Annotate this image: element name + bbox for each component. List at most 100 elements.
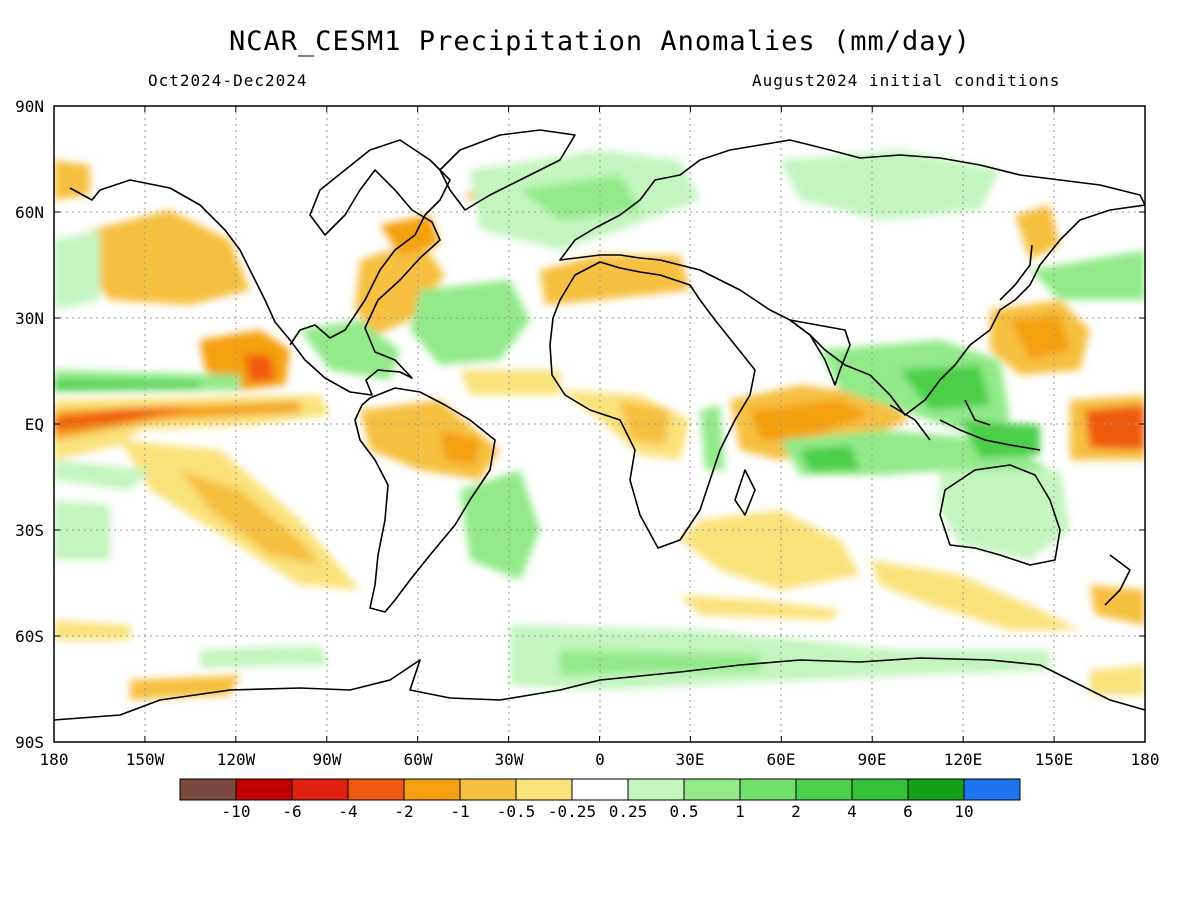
wet-anomaly-region — [1030, 250, 1145, 300]
wet-anomaly-region — [54, 230, 100, 310]
dry-anomaly-region — [680, 595, 840, 620]
wet-anomaly-region — [960, 420, 1040, 458]
wet-anomaly-region — [520, 175, 640, 220]
coastline-south-america — [354, 387, 496, 613]
lon-label-90w: 90W — [312, 750, 342, 769]
dry-anomaly-region — [440, 430, 480, 465]
dry-anomaly-region — [355, 240, 445, 335]
colorbar-swatch — [571, 778, 629, 801]
wet-anomaly-region — [200, 645, 330, 668]
colorbar-swatch — [459, 778, 517, 801]
lon-label-150w: 150W — [125, 750, 165, 769]
dry-anomaly-region — [1090, 585, 1145, 625]
coastline-new-zealand — [1104, 554, 1131, 606]
dry-anomaly-region — [180, 470, 320, 565]
grid-lines — [54, 106, 1145, 742]
lon-label-120e: 120E — [943, 750, 983, 769]
dry-anomaly-region — [620, 400, 670, 445]
colorbar-swatch — [179, 778, 237, 801]
coastline-greenland — [439, 129, 576, 211]
dry-anomaly-region — [54, 160, 90, 200]
lon-label-60e: 60E — [766, 750, 796, 769]
wet-anomaly-region — [900, 365, 990, 410]
colorbar-label: 1 — [735, 802, 745, 821]
wet-anomaly-region — [510, 625, 1050, 690]
dry-anomaly-region — [1085, 405, 1145, 450]
dry-anomaly-region — [540, 255, 690, 305]
wet-anomaly-region — [940, 470, 1070, 560]
colorbar-label: 4 — [847, 802, 857, 821]
dry-anomaly-region — [1015, 205, 1060, 260]
lon-label-60w: 60W — [403, 750, 433, 769]
wet-anomaly-region — [300, 320, 400, 380]
colorbar-swatch — [347, 778, 405, 801]
dry-anomaly-region — [460, 370, 560, 395]
coastline-australia — [939, 464, 1061, 566]
colorbar-swatch — [235, 778, 293, 801]
lon-label-180e: 180 — [1130, 750, 1160, 769]
lon-label-180w: 180 — [39, 750, 69, 769]
colorbar-swatch — [963, 778, 1021, 801]
colorbar-label: 2 — [791, 802, 801, 821]
wet-anomaly-region — [780, 150, 1000, 220]
lat-label-90s: 90S — [15, 733, 44, 752]
wet-anomaly-region — [800, 445, 860, 472]
colorbar-label: -0.5 — [496, 802, 536, 821]
wet-anomaly-region — [54, 500, 110, 560]
colorbar-swatch — [851, 778, 909, 801]
colorbar-swatch — [683, 778, 741, 801]
colorbar-label: -10 — [221, 802, 251, 821]
colorbar-swatch — [907, 778, 965, 801]
lon-label-120w: 120W — [216, 750, 256, 769]
coastline-africa-eurasia — [549, 261, 756, 549]
lon-label-90e: 90E — [857, 750, 887, 769]
dry-anomaly-region — [380, 215, 440, 255]
initial-conditions: August2024 initial conditions — [752, 71, 1061, 90]
lon-label-30w: 30W — [494, 750, 524, 769]
dry-anomaly-region — [680, 510, 860, 590]
coastline-north-america — [69, 139, 451, 396]
colorbar-label: 6 — [903, 802, 913, 821]
colorbar-label: 0.25 — [608, 802, 648, 821]
colorbar — [179, 778, 1021, 801]
coastline-madagascar — [734, 469, 756, 516]
colorbar-label: -4 — [338, 802, 358, 821]
dry-anomaly-region — [130, 675, 240, 700]
lat-label-60n: 60N — [15, 203, 44, 222]
lat-label-90n: 90N — [15, 97, 44, 116]
colorbar-label: -1 — [450, 802, 470, 821]
colorbar-label: -6 — [282, 802, 302, 821]
dry-anomaly-region — [245, 355, 275, 382]
dry-anomaly-region — [1090, 665, 1145, 695]
colorbar-label: -2 — [394, 802, 414, 821]
dry-anomaly-region — [85, 210, 250, 305]
forecast-period: Oct2024-Dec2024 — [148, 71, 308, 90]
wet-anomaly-region — [54, 380, 200, 390]
colorbar-swatch — [403, 778, 461, 801]
coastlines — [54, 129, 1145, 721]
dry-anomaly-region — [870, 560, 1080, 630]
dry-anomaly-region — [750, 400, 870, 440]
wet-anomaly-region — [54, 460, 150, 490]
lon-label-0: 0 — [595, 750, 605, 769]
map-title: NCAR_CESM1 Precipitation Anomalies (mm/d… — [229, 26, 971, 57]
colorbar-swatch — [291, 778, 349, 801]
colorbar-swatch — [739, 778, 797, 801]
coastline-antarctica — [54, 657, 1145, 721]
coastline-maritime-continent — [889, 399, 1041, 451]
coastline-india — [789, 319, 851, 386]
coastline-japan — [999, 244, 1033, 301]
lat-label-30n: 30N — [15, 309, 44, 328]
dry-anomaly-region — [54, 620, 130, 640]
wet-anomaly-region — [410, 280, 530, 365]
lon-label-150e: 150E — [1034, 750, 1074, 769]
lat-label-30s: 30S — [15, 521, 44, 540]
colorbar-label: 10 — [954, 802, 974, 821]
lon-label-30e: 30E — [675, 750, 705, 769]
dry-anomaly-region — [1010, 315, 1070, 360]
colorbar-swatch — [627, 778, 685, 801]
colorbar-swatch — [795, 778, 853, 801]
colorbar-label: -0.25 — [547, 802, 597, 821]
colorbar-swatch — [515, 778, 573, 801]
